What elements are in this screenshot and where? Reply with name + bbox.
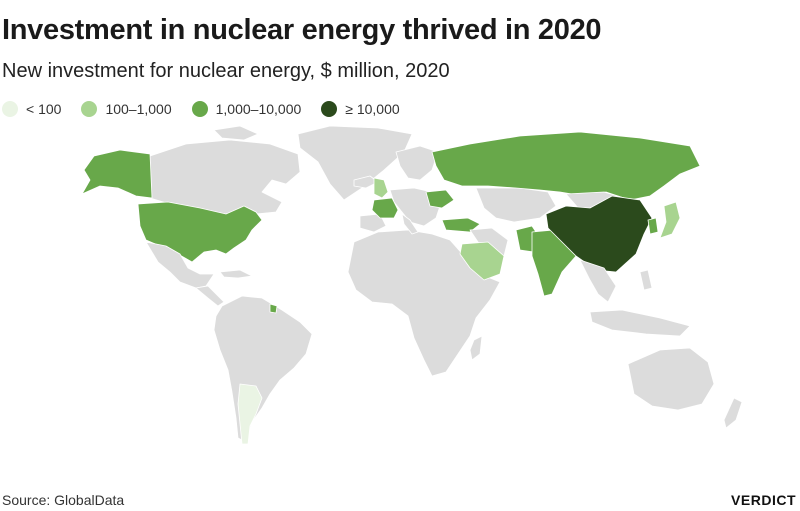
map-region-central-asia[interactable]	[475, 187, 557, 223]
map-region-france[interactable]	[371, 197, 399, 219]
map-region-scandinavia[interactable]	[395, 145, 439, 181]
map-region-new-zealand[interactable]	[723, 397, 743, 429]
map-region-iceland[interactable]	[353, 175, 379, 189]
map-region-russia[interactable]	[431, 131, 701, 201]
legend-swatch-1000-10000	[191, 101, 208, 117]
legend-swatch-100-1000	[81, 101, 98, 117]
map-region-canada-islands[interactable]	[213, 125, 259, 141]
map-region-africa[interactable]	[347, 229, 501, 377]
map-region-south-america[interactable]	[213, 295, 313, 443]
brand-logo: VERDICT	[731, 492, 796, 508]
map-region-argentina[interactable]	[237, 383, 263, 445]
map-region-south-korea[interactable]	[647, 217, 659, 235]
legend-label-over-10000: ≥ 10,000	[345, 101, 400, 117]
map-region-central-america[interactable]	[195, 285, 225, 307]
map-region-china[interactable]	[545, 195, 653, 273]
chart-title: Investment in nuclear energy thrived in …	[2, 14, 602, 46]
world-map	[81, 125, 743, 445]
legend-swatch-over-10000	[321, 101, 338, 117]
map-region-italy[interactable]	[401, 213, 419, 235]
legend-item-100-1000: 100–1,000	[81, 101, 172, 117]
map-region-indonesia[interactable]	[589, 309, 691, 337]
legend: < 100 100–1,000 1,000–10,000 ≥ 10,000	[2, 101, 420, 117]
legend-swatch-under-100	[2, 101, 18, 117]
map-region-philippines[interactable]	[639, 269, 653, 291]
map-region-mexico[interactable]	[145, 241, 215, 289]
map-region-madagascar[interactable]	[469, 335, 483, 361]
legend-label-100-1000: 100–1,000	[105, 101, 172, 117]
map-region-greenland[interactable]	[297, 125, 413, 201]
legend-item-1000-10000: 1,000–10,000	[191, 101, 302, 117]
map-region-french-guiana[interactable]	[269, 303, 278, 314]
map-region-alaska[interactable]	[81, 149, 153, 199]
map-region-australia[interactable]	[627, 347, 715, 411]
map-region-caribbean[interactable]	[219, 269, 253, 279]
legend-label-under-100: < 100	[26, 101, 62, 117]
legend-item-under-100: < 100	[2, 101, 61, 117]
legend-item-over-10000: ≥ 10,000	[321, 101, 400, 117]
legend-label-1000-10000: 1,000–10,000	[215, 101, 302, 117]
map-region-ukraine[interactable]	[425, 189, 455, 209]
chart-subtitle: New investment for nuclear energy, $ mil…	[2, 60, 450, 82]
map-region-japan[interactable]	[659, 201, 681, 239]
map-region-united-kingdom[interactable]	[373, 177, 389, 199]
map-region-turkey[interactable]	[441, 217, 481, 233]
map-region-saudi-arabia[interactable]	[459, 241, 505, 281]
source-note: Source: GlobalData	[2, 492, 125, 508]
map-region-southeast-asia[interactable]	[579, 259, 617, 303]
